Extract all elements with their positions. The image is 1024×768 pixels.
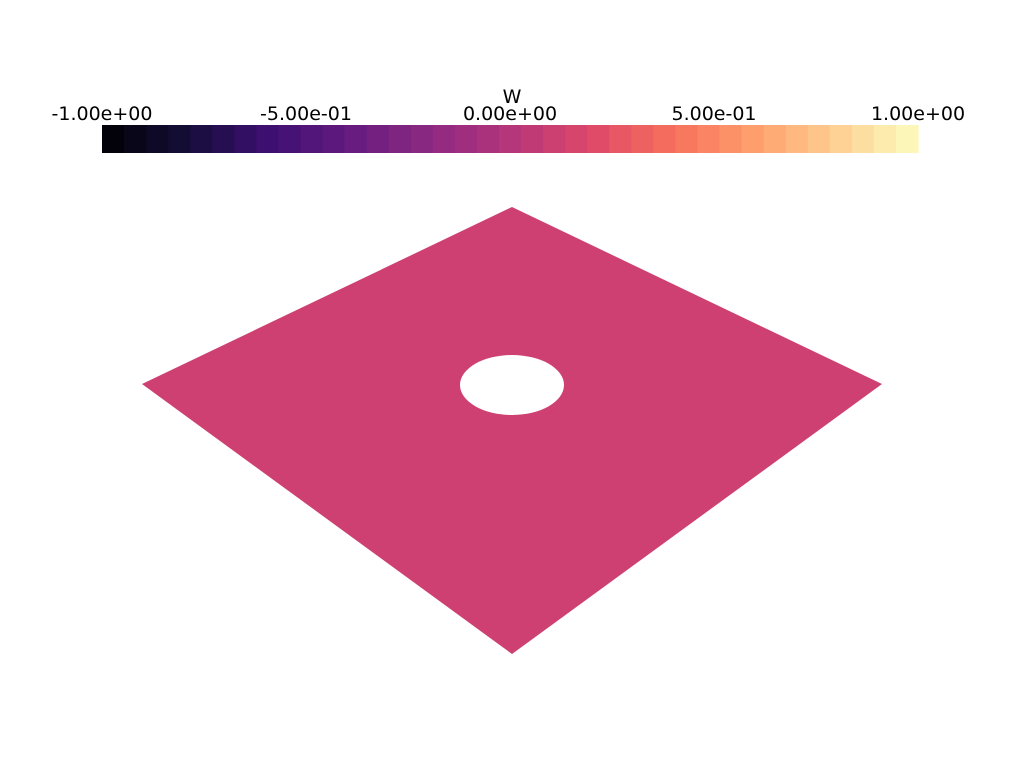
scalar-bar-tick-label: -5.00e-01: [260, 103, 352, 125]
scalar-bar-band: [609, 125, 632, 153]
scalar-bar-band: [388, 125, 412, 153]
scalar-bar-band: [587, 125, 610, 153]
scalar-bar-band: [322, 125, 346, 153]
scalar-bar-band: [807, 125, 831, 153]
scalar-bar-band: [763, 125, 787, 153]
scalar-bar-band: [234, 125, 257, 153]
scalar-bar-band: [653, 125, 676, 153]
scalar-bar-band: [344, 125, 368, 153]
scalar-bar-tick-label: 5.00e-01: [671, 103, 756, 125]
scalar-bar: W -1.00e+00 -5.00e-01 0.00e+00 5.00e-01 1.00…: [52, 86, 966, 153]
scalar-bar-band: [719, 125, 743, 153]
scalar-bar-band: [190, 125, 213, 153]
scalar-bar-band: [829, 125, 853, 153]
scalar-bar-band: [278, 125, 302, 153]
scalar-bar-band: [785, 125, 809, 153]
scalar-bar-band: [631, 125, 654, 153]
scalar-bar-band: [498, 125, 522, 153]
scalar-bar-band: [410, 125, 434, 153]
scalar-bar-tick-label: 0.00e+00: [463, 103, 557, 125]
scalar-bar-band: [212, 125, 235, 153]
scalar-bar-title: W: [503, 86, 522, 108]
scalar-bar-band: [300, 125, 324, 153]
scalar-bar-band: [741, 125, 765, 153]
scalar-bar-band: [895, 125, 919, 153]
scalar-bar-band: [102, 125, 125, 153]
scalar-bar-band: [124, 125, 147, 153]
scalar-bar-band: [543, 125, 566, 153]
scalar-bar-band: [851, 125, 875, 153]
scalar-bar-tick-labels: -1.00e+00 -5.00e-01 0.00e+00 5.00e-01 1.00e+…: [52, 103, 966, 125]
scalar-bar-band: [873, 125, 897, 153]
scalar-bar-band: [366, 125, 390, 153]
scalar-bar-band: [521, 125, 544, 153]
scalar-bar-tick-label: -1.00e+00: [52, 103, 153, 125]
scalar-bar-band: [432, 125, 456, 153]
scalar-bar-band: [146, 125, 169, 153]
scalar-bar-tick-label: 1.00e+00: [871, 103, 965, 125]
scalar-bar-band: [454, 125, 478, 153]
plate-mesh[interactable]: [142, 207, 882, 654]
scalar-bar-band: [168, 125, 191, 153]
scalar-bar-color-bands: [102, 125, 919, 153]
scalar-bar-band: [697, 125, 721, 153]
scalar-bar-band: [565, 125, 588, 153]
scalar-bar-band: [256, 125, 280, 153]
scalar-bar-band: [476, 125, 500, 153]
scalar-bar-band: [675, 125, 699, 153]
